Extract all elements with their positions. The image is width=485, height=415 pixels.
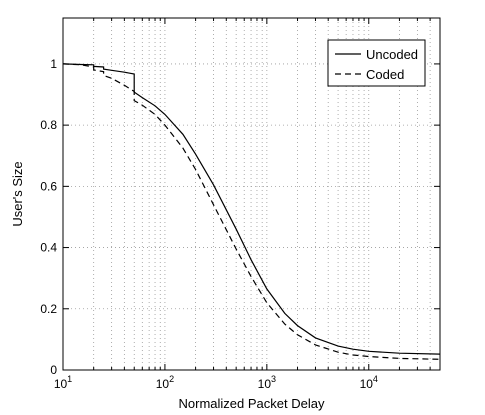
y-tick-label: 0.6: [40, 179, 57, 193]
x-tick-label-base: 10: [54, 377, 68, 391]
tick-marks: [62, 18, 440, 371]
y-axis-label: User's Size: [10, 161, 25, 226]
legend-label-uncoded: Uncoded: [366, 47, 418, 62]
legend-label-coded: Coded: [366, 67, 404, 82]
x-tick-label: 102: [156, 374, 174, 391]
y-tick-label: 0.4: [40, 241, 57, 255]
x-tick-label-base: 10: [156, 377, 170, 391]
series-layer: [62, 63, 441, 360]
x-tick-label-exponent: 4: [373, 374, 378, 384]
x-tick-label-exponent: 1: [67, 374, 72, 384]
x-tick-label: 101: [54, 374, 72, 391]
y-tick-label: 0: [50, 363, 57, 377]
y-tick-label: 0.8: [40, 118, 57, 132]
series-line-uncoded: [62, 63, 441, 355]
x-tick-label-exponent: 3: [271, 374, 276, 384]
x-tick-label: 103: [258, 374, 276, 391]
y-tick-label: 1: [50, 57, 57, 71]
x-axis-label: Normalized Packet Delay: [179, 396, 325, 411]
grid: [63, 18, 440, 370]
x-tick-label: 104: [360, 374, 378, 391]
legend-box: [327, 39, 426, 87]
x-tick-label-exponent: 2: [169, 374, 174, 384]
legend: Uncoded Coded: [327, 39, 426, 87]
x-tick-label-base: 10: [258, 377, 272, 391]
x-tick-label-base: 10: [360, 377, 374, 391]
y-tick-label: 0.2: [40, 302, 57, 316]
series-line-coded: [62, 63, 441, 360]
